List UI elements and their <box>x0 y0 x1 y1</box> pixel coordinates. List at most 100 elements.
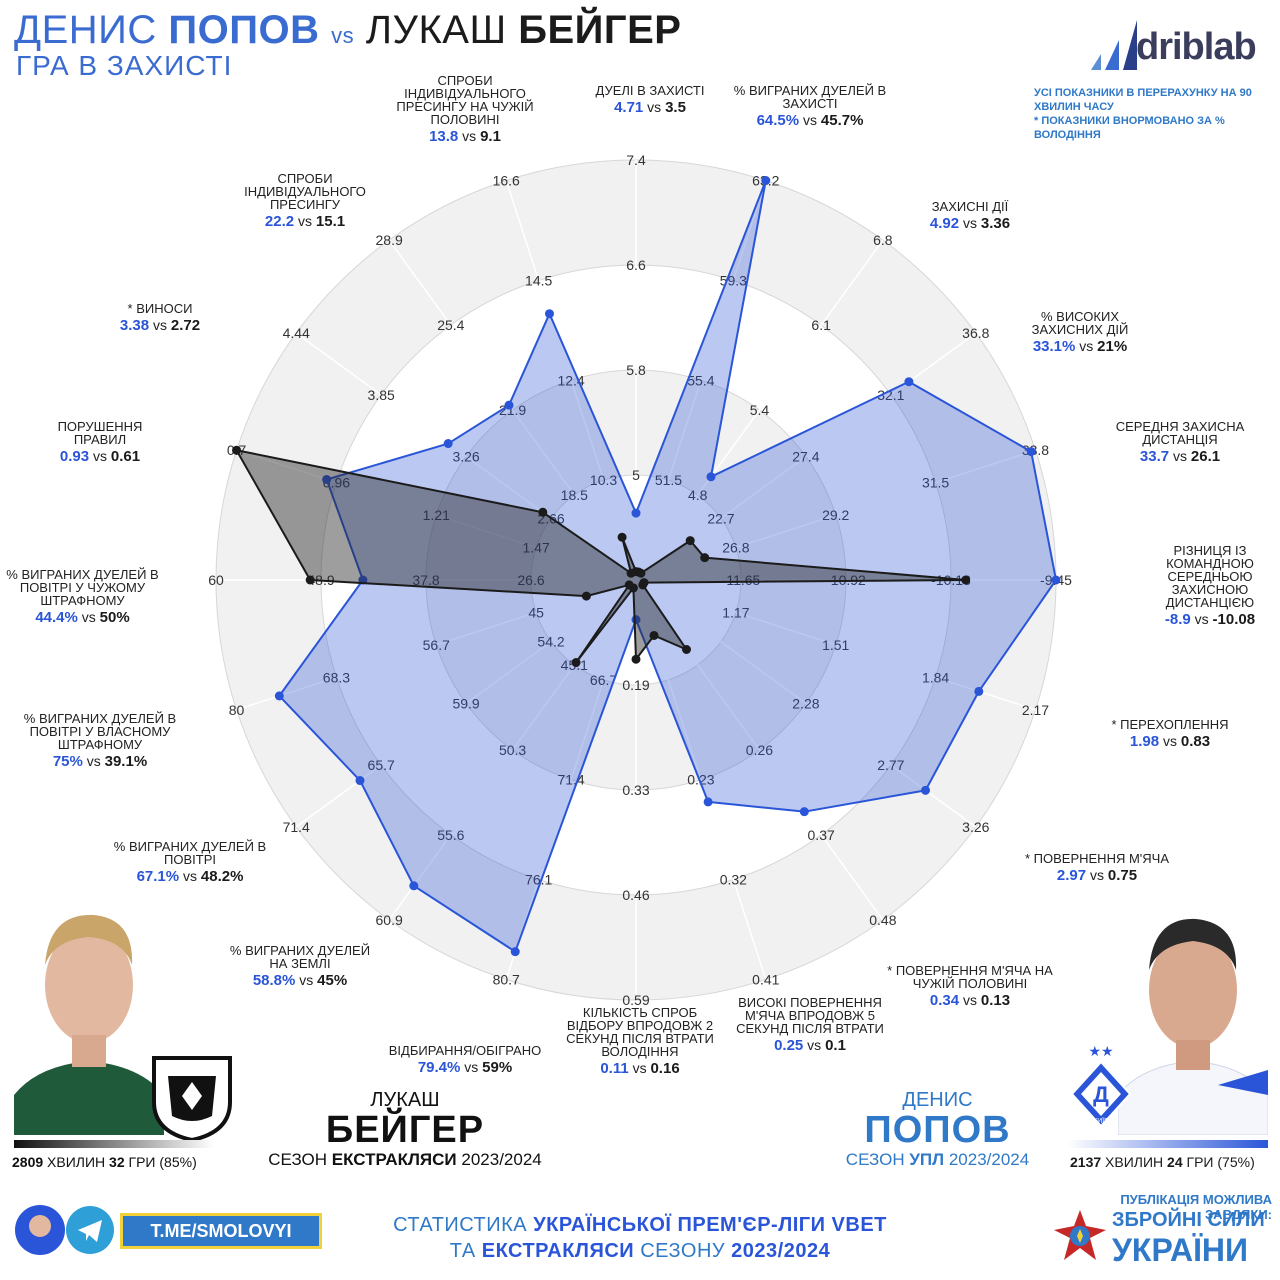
metric-vs: vs <box>799 112 821 128</box>
radar-tick-label: 27.4 <box>792 449 819 465</box>
metric-title: % ВИГРАНИХ ДУЕЛЕЙ В ПОВІТРІ У ВЛАСНОМУ Ш… <box>23 711 177 752</box>
radar-tick-label: 1.47 <box>523 540 550 556</box>
zsu-text: ЗБРОЙНІ СИЛИ УКРАЇНИ <box>1112 1206 1277 1266</box>
footer-line2-b: ЕКСТРАКЛЯСИ <box>481 1240 635 1262</box>
metric-value-popov: 0.93 <box>59 448 90 465</box>
popov-games-pct: (75%) <box>1217 1154 1255 1170</box>
radar-tick-label: -11.65 <box>722 572 761 588</box>
note-line-2: * ПОКАЗНИКИ ВНОРМОВАНО ЗА % ВОЛОДІННЯ <box>1034 115 1225 141</box>
per90-note: УСІ ПОКАЗНИКИ В ПЕРЕРАХУНКУ НА 90 ХВИЛИН… <box>1034 86 1274 142</box>
radar-tick-label: 2.77 <box>877 757 904 773</box>
popov-season-league: УПЛ <box>909 1150 945 1169</box>
radar-tick-label: 66.7 <box>590 672 617 688</box>
metric-value-beiger: 45% <box>317 972 348 989</box>
radar-tick-label: 3.26 <box>962 819 989 835</box>
metric-title: * ПЕРЕХОПЛЕННЯ <box>1111 717 1229 732</box>
beiger-season-league: ЕКСТРАКЛЯСИ <box>331 1150 457 1169</box>
metric-title: СПРОБИ ІНДИВІДУАЛЬНОГО ПРЕСИНГУ НА ЧУЖІЙ… <box>396 73 534 127</box>
radar-tick-label: 50.3 <box>499 742 526 758</box>
radar-spoke <box>295 579 637 828</box>
radar-spoke <box>635 180 767 581</box>
radar-tick-labels: 55.86.67.451.555.459.363.24.85.46.16.822… <box>208 152 1072 1008</box>
metric-label: % ВИГРАНИХ ДУЕЛЕЙ В ПОВІТРІ У ЧУЖОМУ ШТР… <box>0 567 165 625</box>
note-line-1: УСІ ПОКАЗНИКИ В ПЕРЕРАХУНКУ НА 90 ХВИЛИН… <box>1034 87 1252 113</box>
footer-line1-a: СТАТИСТИКА <box>393 1214 528 1236</box>
radar-spoke <box>295 332 637 581</box>
metric-values: 64.5% vs 45.7% <box>730 112 890 129</box>
radar-tick-label: 56.7 <box>423 637 450 653</box>
metric-values: -8.9 vs -10.08 <box>1150 611 1270 628</box>
beiger-radar-point <box>581 591 591 601</box>
radar-tick-label: 22.7 <box>707 510 734 526</box>
zsu-emblem-icon <box>1054 1210 1106 1260</box>
popov-season-prefix: СЕЗОН <box>845 1150 905 1169</box>
radar-spoke <box>505 579 637 980</box>
beiger-photo <box>14 895 164 1135</box>
telegram-link[interactable]: T.ME/SMOLOVYI <box>120 1213 322 1249</box>
radar-tick-label: 26.6 <box>517 572 544 588</box>
beiger-games-pct: (85%) <box>159 1154 197 1170</box>
metric-value-popov: 0.11 <box>600 1060 629 1077</box>
popov-radar-point <box>799 807 809 817</box>
beiger-games-value: 32 <box>109 1154 125 1170</box>
beiger-radar-point <box>538 507 548 517</box>
radar-tick-label: 3.26 <box>452 449 479 465</box>
telegram-icon <box>78 1220 102 1242</box>
metric-title: ПОРУШЕННЯ ПРАВИЛ <box>57 419 143 447</box>
metric-title: % ВИГРАНИХ ДУЕЛЕЙ В ПОВІТРІ У ЧУЖОМУ ШТР… <box>6 567 159 608</box>
radar-tick-label: 5.4 <box>750 402 770 418</box>
metric-title: * ПОВЕРНЕННЯ М'ЯЧА <box>1024 851 1169 866</box>
popov-radar-point <box>761 176 771 186</box>
metric-values: 67.1% vs 48.2% <box>90 869 290 884</box>
popov-last-name: ПОПОВ <box>864 1109 1011 1151</box>
metric-label: % ВИГРАНИХ ДУЕЛЕЙ В ЗАХИСТІ 64.5% vs 45.7… <box>730 84 890 129</box>
popov-radar-point <box>544 309 554 319</box>
radar-spoke <box>635 239 884 581</box>
popov-radar-point <box>631 508 641 518</box>
metric-value-popov: 1.98 <box>1129 733 1160 750</box>
metric-value-popov: 33.1% <box>1032 338 1076 355</box>
footer-line2-d: 2023/2024 <box>731 1240 831 1262</box>
radar-tick-label: 45 <box>528 604 544 620</box>
metric-label: ДУЕЛІ В ЗАХИСТІ 4.71 vs 3.5 <box>580 84 720 115</box>
metric-value-popov: 2.97 <box>1056 867 1087 884</box>
title-beiger-first: ЛУКАШ <box>365 8 507 52</box>
metric-vs: vs <box>1159 733 1181 749</box>
metric-label: ВИСОКІ ПОВЕРНЕННЯ М'ЯЧА ВПРОДОВЖ 5 СЕКУН… <box>720 995 900 1053</box>
popov-radar-point <box>510 947 520 957</box>
metric-value-beiger: 59% <box>482 1059 513 1076</box>
radar-tick-label: 76.1 <box>525 872 552 888</box>
metric-value-popov: 22.2 <box>264 213 295 230</box>
popov-minutes-label: ХВИЛИН <box>1105 1154 1164 1170</box>
beiger-season-prefix: СЕЗОН <box>268 1150 328 1169</box>
metric-label: СЕРЕДНЯ ЗАХИСНА ДИСТАНЦІЯ 33.7 vs 26.1 <box>1100 420 1260 464</box>
popov-minutes: 2137 ХВИЛИН 24 ГРИ (75%) <box>1070 1154 1255 1170</box>
metric-values: 33.7 vs 26.1 <box>1100 449 1260 464</box>
popov-minutes-value: 2137 <box>1070 1154 1102 1170</box>
metric-title: ВІДБИРАННЯ/ОБІГРАНО <box>388 1043 542 1058</box>
metric-value-popov: 4.92 <box>929 215 960 232</box>
footer-credits: СТАТИСТИКА УКРАЇНСЬКОЇ ПРЕМ'ЄР-ЛІГИ VBET… <box>330 1212 950 1264</box>
metric-title: % ВИСОКИХ ЗАХИСНИХ ДІЙ <box>1031 309 1129 337</box>
telegram-avatar <box>15 1205 114 1255</box>
metric-vs: vs <box>1075 338 1098 354</box>
beiger-namebox: ЛУКАШ БЕЙГЕР СЕЗОН ЕКСТРАКЛЯСИ 2023/2024 <box>245 1090 565 1170</box>
metric-value-beiger: 45.7% <box>820 112 864 129</box>
radar-tick-label: 59.9 <box>452 695 479 711</box>
radar-tick-label: 29.2 <box>822 507 849 523</box>
metric-value-beiger: 9.1 <box>480 128 501 145</box>
radar-tick-label: 32.1 <box>877 387 904 403</box>
radar-tick-label: 1.51 <box>822 637 849 653</box>
beiger-radar-point <box>638 580 648 590</box>
metric-title: ЗАХИСНІ ДІЇ <box>931 199 1009 214</box>
radar-tick-label: 0.59 <box>622 992 649 1008</box>
beiger-radar-point <box>626 568 636 578</box>
metric-value-popov: -8.9 <box>1164 611 1191 628</box>
metric-title: ВИСОКІ ПОВЕРНЕННЯ М'ЯЧА ВПРОДОВЖ 5 СЕКУН… <box>736 995 884 1036</box>
radar-tick-label: 0.46 <box>622 887 649 903</box>
popov-radar-point <box>703 797 713 807</box>
metric-vs: vs <box>89 448 111 464</box>
radar-tick-label: 36.8 <box>962 325 989 341</box>
radar-tick-label: 1.21 <box>423 507 450 523</box>
metric-value-beiger: 15.1 <box>315 213 346 230</box>
